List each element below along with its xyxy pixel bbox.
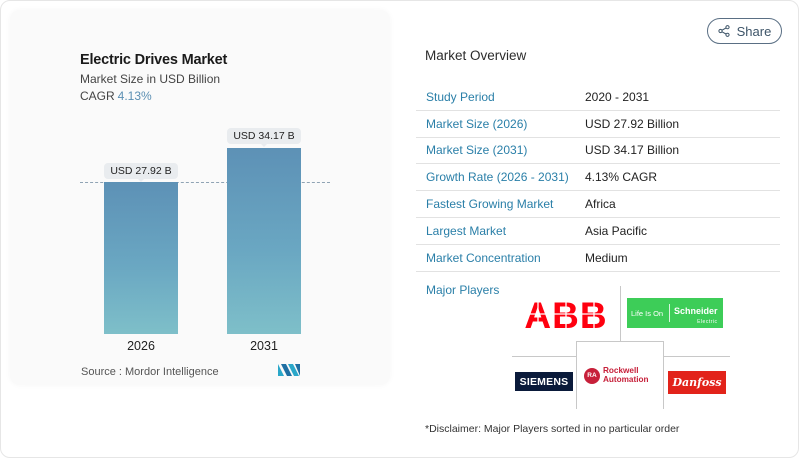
x-tick-2031: 2031 <box>250 339 278 353</box>
x-tick-2026: 2026 <box>127 339 155 353</box>
row-value: USD 27.92 Billion <box>585 116 680 131</box>
row-key: Market Size (2026) <box>426 116 528 131</box>
row-key: Market Concentration <box>426 250 541 265</box>
logo-divider-right <box>664 356 730 357</box>
chart-source: Source : Mordor Intelligence <box>81 366 219 378</box>
abb-logo: ABB <box>524 297 608 332</box>
schneider-tagline: Life Is On <box>631 308 664 318</box>
chart-card <box>10 10 390 385</box>
market-overview-title: Market Overview <box>425 48 527 63</box>
overview-row-largest-market: Largest Market Asia Pacific <box>416 218 780 245</box>
row-key: Study Period <box>426 89 495 104</box>
mordor-intelligence-logo-icon <box>278 364 300 376</box>
rockwell-line2: Automation <box>603 374 649 384</box>
share-button[interactable]: Share <box>707 18 782 44</box>
cagr-label: CAGR <box>80 89 115 103</box>
row-key: Fastest Growing Market <box>426 197 554 212</box>
rockwell-automation-logo: RA Rockwell Automation <box>584 366 649 384</box>
row-value: 2020 - 2031 <box>585 89 650 104</box>
overview-row-market-size-2026: Market Size (2026) USD 27.92 Billion <box>416 111 780 138</box>
row-value: Asia Pacific <box>585 223 648 238</box>
row-value: Medium <box>585 250 628 265</box>
disclaimer: *Disclaimer: Major Players sorted in no … <box>425 423 680 435</box>
schneider-sub: Electric <box>697 319 718 325</box>
overview-row-market-size-2031: Market Size (2031) USD 34.17 Billion <box>416 138 780 165</box>
row-value: USD 34.17 Billion <box>585 143 680 158</box>
logo-divider-left <box>512 356 576 357</box>
major-players-label: Major Players <box>426 283 500 297</box>
bar-label-2031: USD 34.17 B <box>227 128 301 147</box>
siemens-logo: SIEMENS <box>515 372 573 391</box>
row-value: Africa <box>585 197 616 212</box>
row-key: Market Size (2031) <box>426 143 528 158</box>
bar-label-2026: USD 27.92 B <box>104 163 178 182</box>
row-key: Largest Market <box>426 223 507 238</box>
schneider-electric-logo: Life Is On Schneider Electric <box>627 298 723 328</box>
bar-2026 <box>104 182 178 334</box>
schneider-separator <box>669 304 670 322</box>
rockwell-ra-badge: RA <box>584 367 600 384</box>
overview-row-concentration: Market Concentration Medium <box>416 245 780 272</box>
overview-row-study-period: Study Period 2020 - 2031 <box>416 84 780 111</box>
overview-row-growth-rate: Growth Rate (2026 - 2031) 4.13% CAGR <box>416 164 780 192</box>
share-icon <box>718 25 730 37</box>
cagr-value: 4.13% <box>117 89 152 103</box>
overview-row-fastest-growing: Fastest Growing Market Africa <box>416 191 780 218</box>
chart-cagr: CAGR 4.13% <box>80 89 152 103</box>
logo-divider-vertical <box>620 286 621 342</box>
rockwell-line1: Rockwell <box>603 366 639 375</box>
bar-2031 <box>227 148 301 334</box>
danfoss-logo: Danfoss <box>668 371 726 394</box>
reference-dashed-line <box>80 182 330 183</box>
overview-table: Study Period 2020 - 2031 Market Size (20… <box>416 84 780 272</box>
schneider-brand: Schneider <box>674 306 718 316</box>
row-value: 4.13% CAGR <box>585 170 658 185</box>
row-key: Growth Rate (2026 - 2031) <box>426 170 569 185</box>
chart-subtitle: Market Size in USD Billion <box>80 72 221 86</box>
chart-title: Electric Drives Market <box>80 52 228 68</box>
share-label: Share <box>736 23 772 39</box>
